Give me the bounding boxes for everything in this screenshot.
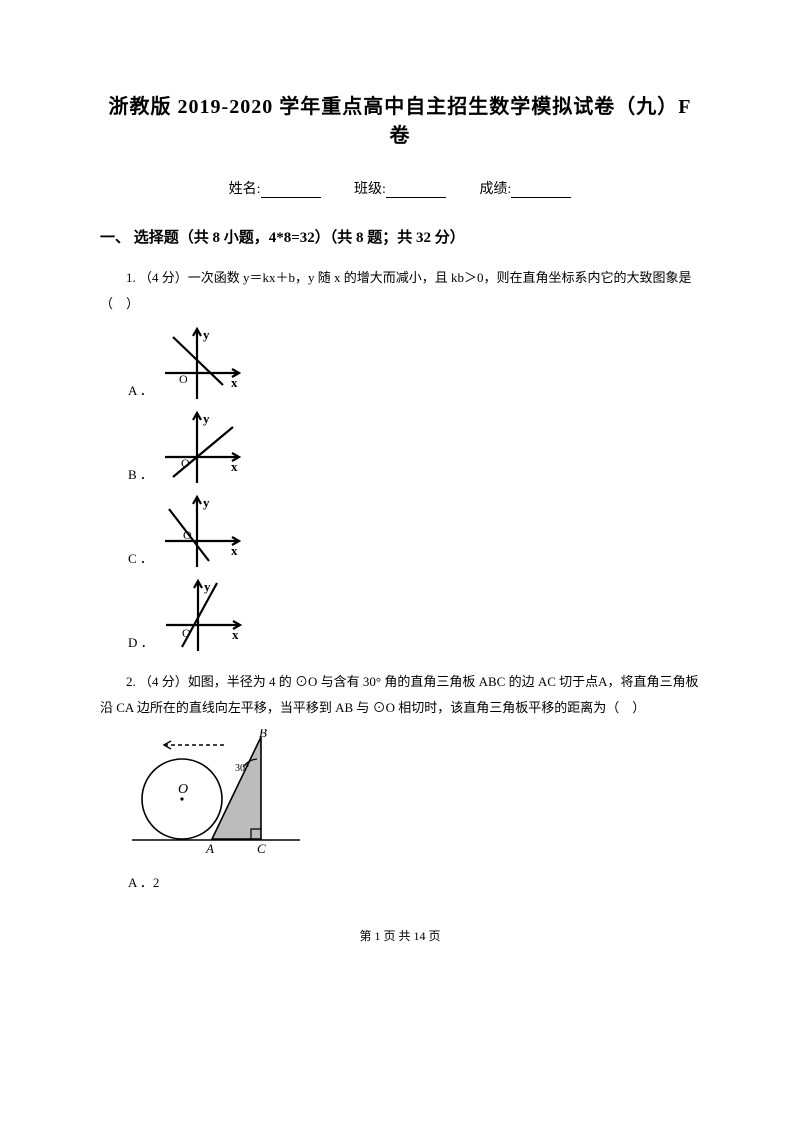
q2-choice-a-label: A ．2 (128, 872, 159, 897)
name-blank[interactable] (261, 183, 321, 198)
question-2-text: 2. （4 分）如图，半径为 4 的 ⊙O 与含有 30° 角的直角三角板 AB… (100, 669, 700, 721)
q2-diagram: O A B C 30° (128, 729, 308, 859)
q1-choice-c: C ． Ox y (128, 493, 700, 573)
svg-text:y: y (203, 411, 210, 426)
svg-text:O: O (183, 528, 192, 542)
svg-text:A: A (205, 841, 214, 856)
svg-text:x: x (231, 375, 238, 390)
name-label: 姓名: (229, 182, 261, 197)
section-1-heading: 一、 选择题（共 8 小题，4*8=32）（共 8 题；共 32 分） (100, 226, 700, 247)
q1-graph-d: Ox y (162, 577, 247, 657)
q1-graph-b: Ox y (161, 409, 246, 489)
svg-text:B: B (259, 729, 267, 740)
class-label: 班级: (354, 182, 386, 197)
svg-text:x: x (231, 459, 238, 474)
svg-text:O: O (182, 626, 191, 640)
q1-choice-a: A ． Ox y (128, 325, 700, 405)
question-1-text: 1. （4 分）一次函数 y＝kx＋b，y 随 x 的增大而减小，且 kb＞0，… (100, 265, 700, 317)
q2-text-before: 2. （4 分）如图，半径为 4 的 ⊙O 与含有 (126, 674, 363, 689)
svg-text:y: y (203, 327, 210, 342)
svg-text:x: x (231, 543, 238, 558)
svg-text:30°: 30° (235, 763, 249, 774)
choice-label-a: A ． (128, 380, 153, 405)
student-info-line: 姓名: 班级: 成绩: (100, 178, 700, 198)
q1-choice-b: B ． Ox y (128, 409, 700, 489)
choice-label-d: D ． (128, 632, 154, 657)
page-footer: 第 1 页 共 14 页 (100, 927, 700, 944)
question-2-figure: O A B C 30° (128, 729, 700, 864)
q2-angle: 30° (363, 674, 381, 689)
svg-text:y: y (204, 579, 211, 594)
svg-text:C: C (257, 841, 266, 856)
choice-label-b: B ． (128, 464, 153, 489)
page-container: 浙教版 2019-2020 学年重点高中自主招生数学模拟试卷（九）F 卷 姓名:… (0, 0, 800, 984)
q1-graph-c: Ox y (161, 493, 246, 573)
score-label: 成绩: (479, 182, 511, 197)
score-blank[interactable] (511, 183, 571, 198)
svg-text:y: y (203, 495, 210, 510)
choice-label-c: C ． (128, 548, 153, 573)
document-title: 浙教版 2019-2020 学年重点高中自主招生数学模拟试卷（九）F 卷 (100, 90, 700, 148)
class-blank[interactable] (386, 183, 446, 198)
svg-text:O: O (179, 372, 188, 386)
q1-choice-d: D ． Ox y (128, 577, 700, 657)
q2-choice-a: A ．2 (128, 872, 700, 897)
svg-text:O: O (181, 456, 190, 470)
svg-text:x: x (232, 627, 239, 642)
svg-text:O: O (178, 782, 188, 797)
q1-graph-a: Ox y (161, 325, 246, 405)
